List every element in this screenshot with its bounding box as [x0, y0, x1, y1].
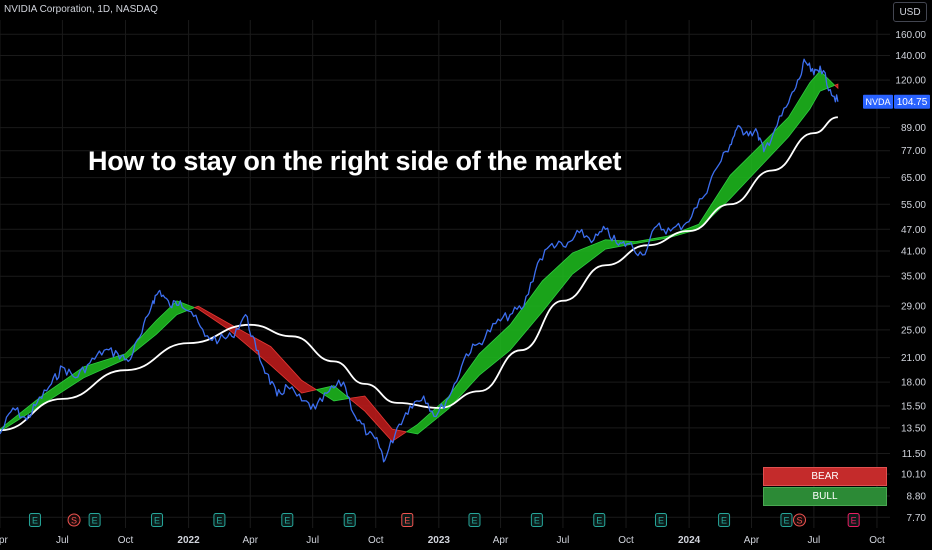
event-marker-letter: E: [404, 516, 410, 526]
y-tick-label: 41.00: [901, 247, 926, 258]
chart-grid: [0, 20, 890, 528]
y-tick-label: 120.00: [895, 76, 926, 87]
bear-band-segment: [834, 83, 839, 90]
event-marker-letter: E: [471, 516, 477, 526]
price-tag-symbol-bg: [863, 94, 893, 109]
earnings-event-icon: [718, 513, 731, 527]
y-tick-label: 13.50: [901, 423, 926, 434]
earnings-event-icon: [281, 513, 294, 527]
y-tick-label: 21.00: [901, 353, 926, 364]
x-tick-label: Oct: [368, 535, 384, 546]
time-axis: Apr Jul Oct 2022 Apr Jul Oct 2023 Apr Jul Oct 2024 A…: [0, 535, 885, 546]
y-tick-label: 29.00: [901, 302, 926, 313]
y-tick-label: 89.00: [901, 123, 926, 134]
y-tick-label: 18.00: [901, 378, 926, 389]
earnings-event-icon: [468, 513, 481, 527]
price-tag-value: 104.75: [897, 97, 928, 108]
event-marker-letter: E: [783, 516, 789, 526]
y-tick-label: 47.00: [901, 225, 926, 236]
x-tick-label: 2023: [428, 535, 451, 546]
price-tag-value-bg: [894, 94, 930, 109]
earnings-event-icon: [654, 513, 667, 527]
slow-ma-line: [0, 116, 839, 432]
event-marker-letter: S: [71, 516, 77, 526]
event-marker-letter: E: [284, 516, 290, 526]
event-marker-letter: E: [658, 516, 664, 526]
y-tick-label: 11.50: [902, 449, 927, 460]
event-marker-letter: E: [154, 516, 160, 526]
x-tick-label: Oct: [869, 535, 885, 546]
event-marker-letter: E: [721, 516, 727, 526]
y-tick-label: 25.00: [901, 325, 926, 336]
price-series: [0, 58, 839, 463]
x-tick-label: Oct: [118, 535, 134, 546]
slow-moving-average: [0, 116, 839, 432]
event-marker-letter: E: [596, 516, 602, 526]
split-event-icon: [792, 513, 806, 527]
x-tick-label: 2024: [678, 535, 701, 546]
x-tick-label: Jul: [807, 535, 820, 546]
price-axis: 160.00 140.00 120.00 89.00 77.00 65.00 55.00 47…: [895, 30, 926, 524]
y-tick-label: 35.00: [901, 272, 926, 283]
x-tick-label: Jul: [557, 535, 570, 546]
event-marker-letter: E: [32, 516, 38, 526]
y-tick-label: 77.00: [901, 146, 926, 157]
x-tick-label: Oct: [618, 535, 634, 546]
y-tick-label: 140.00: [895, 51, 926, 62]
event-marker-letter: E: [851, 516, 857, 526]
y-tick-label: 15.50: [901, 401, 926, 412]
last-price-tag: NVDA 104.75: [863, 94, 930, 109]
y-tick-label: 7.70: [907, 513, 927, 524]
bull-band-segment: [315, 385, 351, 402]
bear-band-segment: [193, 305, 318, 394]
event-marker-letter: E: [534, 516, 540, 526]
earnings-event-icon: [28, 513, 41, 527]
y-tick-label: 8.80: [907, 492, 927, 503]
x-tick-label: Jul: [56, 535, 69, 546]
price-tag-symbol: NVDA: [865, 97, 890, 107]
event-marker-letter: E: [216, 516, 222, 526]
currency-button[interactable]: USD: [893, 2, 927, 22]
earnings-event-icon: [401, 513, 414, 527]
bull-band-segment: [405, 70, 836, 435]
earnings-event-icon: [847, 513, 860, 527]
y-tick-label: 55.00: [901, 200, 926, 211]
y-tick-label: 10.10: [901, 470, 926, 481]
earnings-event-icon: [780, 513, 793, 527]
event-marker-letter: E: [92, 516, 98, 526]
x-tick-label: Apr: [744, 535, 760, 546]
earnings-event-icon: [213, 513, 226, 527]
x-tick-label: Apr: [0, 535, 8, 546]
earnings-event-icon: [343, 513, 356, 527]
event-marker-letter: E: [347, 516, 353, 526]
bull-band-segment: [0, 300, 196, 432]
x-tick-label: 2022: [177, 535, 200, 546]
earnings-event-icon: [530, 513, 543, 527]
symbol-title: NVIDIA Corporation, 1D, NASDAQ: [4, 4, 158, 15]
earnings-event-icon: [88, 513, 101, 527]
earnings-event-icon: [151, 513, 164, 527]
legend-bull: BULL: [763, 487, 887, 506]
event-marker-letter: S: [796, 516, 802, 526]
price-line: [0, 58, 839, 463]
y-tick-label: 160.00: [895, 30, 926, 41]
x-tick-label: Apr: [242, 535, 258, 546]
x-tick-label: Jul: [306, 535, 319, 546]
earnings-event-icon: [593, 513, 606, 527]
split-event-icon: [67, 513, 81, 527]
trend-band: [0, 70, 839, 442]
legend-bear: BEAR: [763, 467, 887, 486]
y-tick-label: 65.00: [901, 173, 926, 184]
headline-text: How to stay on the right side of the mar…: [88, 146, 622, 176]
x-tick-label: Apr: [493, 535, 509, 546]
